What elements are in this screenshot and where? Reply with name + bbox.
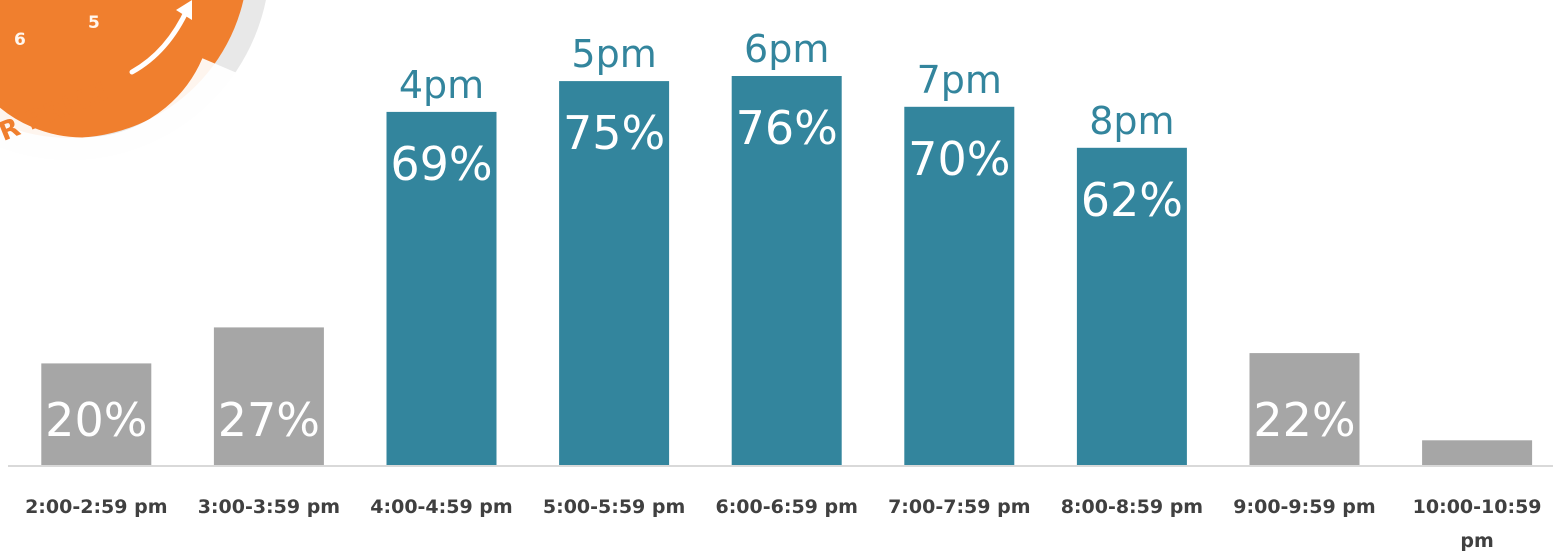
hour-label-6: 7pm [917, 58, 1002, 102]
x-tick-label-6: 7:00-7:59 pm [888, 496, 1030, 518]
value-label-5: 76% [736, 101, 838, 155]
x-tick-label-8: 9:00-9:59 pm [1233, 496, 1375, 518]
bar-5 [731, 76, 842, 466]
x-tick-label-5: 6:00-6:59 pm [715, 496, 857, 518]
bar-7 [1076, 147, 1187, 467]
x-tick-label-1: 2:00-2:59 pm [25, 496, 167, 518]
badge-digit-1: 6 [14, 30, 26, 50]
bar-2 [213, 327, 324, 466]
badge-digit-2: 5 [88, 13, 100, 33]
bar-1 [41, 363, 152, 466]
hour-label-7: 8pm [1089, 99, 1174, 143]
x-tick-label-2: 3:00-3:59 pm [198, 496, 340, 518]
value-label-1: 20% [45, 393, 147, 447]
hour-label-5: 6pm [744, 27, 829, 71]
badge-orange-disc [0, 0, 244, 138]
x-tick-label-4: 5:00-5:59 pm [543, 496, 685, 518]
value-label-7: 62% [1081, 173, 1183, 227]
value-label-6: 70% [908, 132, 1010, 186]
hour-labels-layer: 4pm 5pm 6pm 7pm 8pm [399, 27, 1175, 143]
hour-label-4: 5pm [571, 32, 656, 76]
value-label-4: 75% [563, 106, 665, 160]
value-label-8: 22% [1253, 393, 1355, 447]
bar-8 [1249, 353, 1360, 466]
x-tick-labels-layer: 2:00-2:59 pm 3:00-3:59 pm 4:00-4:59 pm 5:00… [25, 496, 1541, 552]
bar-9 [1422, 440, 1533, 466]
x-tick-label-9: 10:00-10:59 pm [1413, 496, 1542, 552]
bar-3 [386, 111, 497, 467]
sale-badge: 6 5 R PRICE [0, 0, 266, 198]
badge-text-band [0, 57, 258, 198]
bar-4 [559, 81, 670, 466]
bars-layer [41, 76, 1533, 467]
value-label-2: 27% [218, 393, 320, 447]
arrow-icon [129, 0, 192, 75]
value-label-3: 69% [390, 137, 492, 191]
x-tick-label-7: 8:00-8:59 pm [1061, 496, 1203, 518]
hour-label-3: 4pm [399, 63, 484, 107]
value-labels-layer: 20% 27% 69% 75% 76% 70% 62% 22% [45, 101, 1355, 447]
bar-6 [904, 106, 1015, 467]
x-tick-label-3: 4:00-4:59 pm [370, 496, 512, 518]
